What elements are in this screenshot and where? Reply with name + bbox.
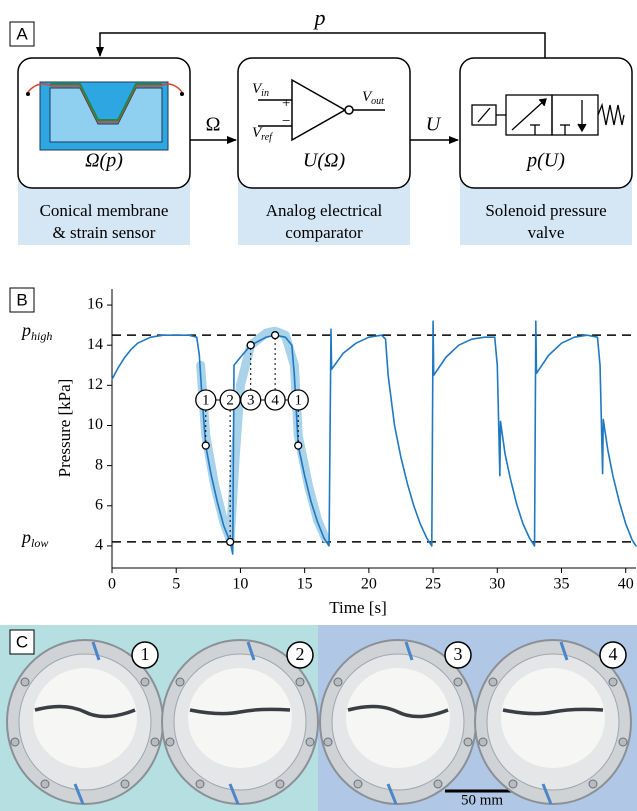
screw: [166, 738, 174, 746]
x-tick-label: 35: [554, 576, 570, 593]
panel-c: C 50 mm 1 2 3 4: [0, 625, 637, 811]
annotation-label: 4: [271, 392, 279, 408]
y-tick-label: 12: [87, 376, 103, 393]
block-caption: & strain sensor: [53, 223, 156, 242]
reference-symbol: p: [20, 527, 31, 547]
screw: [609, 678, 617, 686]
screw: [276, 780, 284, 788]
screw: [434, 780, 442, 788]
panel-label: B: [16, 290, 27, 309]
screw: [489, 678, 497, 686]
membrane: [501, 668, 605, 768]
screw: [196, 780, 204, 788]
membrane: [346, 668, 450, 768]
feedback-arrow: [100, 33, 545, 58]
screw: [479, 738, 487, 746]
x-tick-label: 15: [297, 576, 313, 593]
annotation-point: [247, 342, 254, 349]
y-axis-label: Pressure [kPa]: [55, 379, 74, 478]
annotation-point: [227, 538, 234, 545]
screw: [11, 738, 19, 746]
block-caption: Conical membrane: [40, 201, 169, 220]
membrane-icon: [26, 82, 184, 150]
block-caption: Analog electrical: [266, 201, 383, 220]
x-tick-label: 30: [489, 576, 505, 593]
y-tick-label: 14: [87, 336, 103, 353]
screw: [454, 678, 462, 686]
block-caption: valve: [528, 223, 565, 242]
block-function: U(Ω): [303, 150, 346, 172]
screw: [141, 678, 149, 686]
screw: [509, 780, 517, 788]
screw: [41, 780, 49, 788]
signal-label: U: [426, 114, 442, 136]
photo-number: 4: [609, 644, 618, 664]
screw: [296, 678, 304, 686]
block-function: p(U): [525, 150, 565, 172]
panel-a: A p: [10, 5, 632, 245]
panel-label: C: [16, 632, 28, 651]
photo-number: 2: [296, 644, 305, 664]
photo-number: 3: [454, 644, 463, 664]
annotation-label: 1: [294, 392, 302, 408]
annotation-point: [202, 442, 209, 449]
feedback-label: p: [313, 5, 326, 30]
y-tick-label: 10: [87, 416, 103, 433]
membrane: [188, 668, 292, 768]
annotation-label: 3: [247, 392, 255, 408]
screw: [306, 738, 314, 746]
annotation-point: [295, 442, 302, 449]
signal-label: Ω: [206, 114, 221, 136]
series-line: [112, 321, 636, 554]
y-tick-label: 16: [87, 296, 103, 313]
photo-number: 1: [141, 644, 150, 664]
block-caption: comparator: [285, 223, 363, 242]
screw: [21, 678, 29, 686]
y-tick-label: 6: [95, 496, 103, 513]
x-tick-label: 25: [425, 576, 441, 593]
x-axis-label: Time [s]: [329, 598, 386, 617]
x-tick-label: 5: [172, 576, 180, 593]
y-tick-label: 4: [95, 537, 103, 554]
x-tick-label: 0: [108, 576, 116, 593]
scale-bar-label: 50 mm: [461, 792, 503, 808]
x-tick-label: 10: [232, 576, 248, 593]
annotation-label: 1: [202, 392, 210, 408]
screw: [324, 738, 332, 746]
membrane: [33, 668, 137, 768]
reference-label: plow: [20, 527, 48, 550]
screw: [464, 738, 472, 746]
block-caption: Solenoid pressure: [485, 201, 606, 220]
block-function: Ω(p): [85, 150, 123, 172]
x-tick-label: 40: [618, 576, 634, 593]
screw: [619, 738, 627, 746]
screw: [354, 780, 362, 788]
screw: [589, 780, 597, 788]
figure: A p: [0, 0, 637, 811]
reference-subscript: high: [31, 329, 52, 343]
annotation-label: 2: [226, 392, 234, 408]
comparator-sign: +: [282, 95, 290, 111]
screw: [334, 678, 342, 686]
screw: [121, 780, 129, 788]
y-tick-label: 8: [95, 456, 103, 473]
reference-symbol: p: [20, 320, 31, 340]
screw: [151, 738, 159, 746]
panel-label: A: [16, 24, 28, 43]
page: A p: [0, 0, 637, 811]
reference-subscript: low: [31, 536, 48, 550]
comparator-sign: −: [282, 113, 290, 129]
reference-label: phigh: [20, 320, 52, 343]
screw: [176, 678, 184, 686]
annotation-point: [272, 332, 279, 339]
x-tick-label: 20: [361, 576, 377, 593]
